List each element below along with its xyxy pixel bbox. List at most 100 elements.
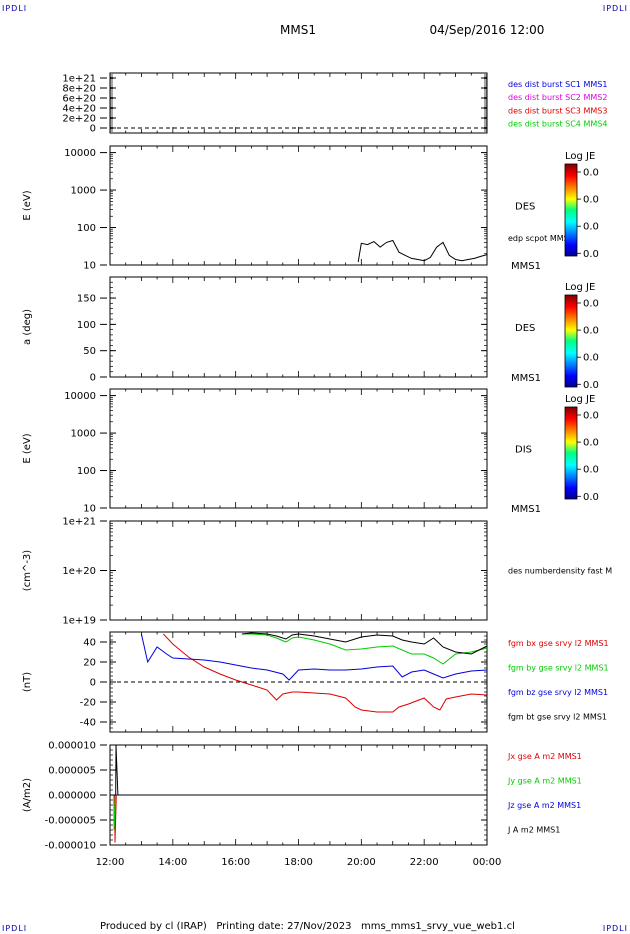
y-tick-label: 10: [83, 504, 96, 515]
y-axis-label: E (eV): [22, 433, 33, 463]
legend-entry: des dist burst SC1 MMS1: [508, 80, 607, 89]
legend-entry: Jx gse A m2 MMS1: [507, 752, 582, 761]
x-tick-label: 18:00: [284, 857, 313, 868]
panel-fgm: -40 -20 0 20 40 (nT) fgm bx gse srvy l2 MMS1 fg…: [22, 631, 609, 733]
legend-entry: fgm bx gse srvy l2 MMS1: [508, 639, 609, 648]
colorbar-scale: [564, 406, 578, 500]
series-line: [357, 239, 488, 263]
x-tick-label: 16:00: [221, 857, 250, 868]
legend-entry: des dist burst SC3 MMS3: [508, 106, 607, 115]
series-line: [110, 744, 487, 796]
colorbar-tick-label: 0.0: [583, 249, 599, 260]
y-tick-label: 0: [90, 124, 96, 135]
legend-entry: Jz gse A m2 MMS1: [507, 801, 581, 810]
panel-dis-energy: 10 100 1000 10000 E (eV) DIS MMS1: [22, 388, 541, 515]
y-tick-label: 1e+19: [62, 616, 96, 627]
colorbar-title: Log JE: [565, 151, 595, 162]
legend-entry: fgm bz gse srvy l2 MMS1: [508, 688, 608, 697]
colorbar-tick-label: 0.0: [583, 326, 599, 337]
legend-entry: edp scpot MMS1: [508, 234, 574, 243]
y-tick-label: 10: [83, 261, 96, 272]
y-axis-label: E (eV): [22, 190, 33, 220]
y-tick-label: 2e+20: [62, 114, 96, 125]
legend-entry: des dist burst SC2 MMS2: [508, 93, 607, 102]
colorbar: Log JE 0.0 0.0 0.0 0.0: [564, 282, 599, 391]
x-tick-label: 00:00: [473, 857, 502, 868]
y-tick-label: 40: [83, 638, 96, 649]
y-axis-label: (A/m2): [22, 778, 33, 812]
series-line: [241, 633, 488, 665]
colorbar: Log JE 0.0 0.0 0.0 0.0: [564, 394, 599, 503]
x-tick-label: 22:00: [410, 857, 439, 868]
y-tick-label: 10000: [64, 148, 96, 159]
y-tick-label: 1000: [71, 429, 96, 440]
y-tick-label: 0: [90, 678, 96, 689]
colorbar-title: Log JE: [565, 282, 595, 293]
legend-entry: fgm by gse srvy l2 MMS1: [508, 664, 609, 673]
colorbar: Log JE 0.0 0.0 0.0 0.0: [564, 151, 599, 260]
y-tick-label: 1e+21: [62, 74, 96, 85]
x-tick-label: 20:00: [347, 857, 376, 868]
y-tick-label: 100: [77, 223, 96, 234]
y-tick-label: 100: [77, 466, 96, 477]
colorbar-title: Log JE: [565, 394, 595, 405]
y-tick-label: -20: [80, 698, 96, 709]
panel-des-energy: 10 100 1000 10000 E (eV) edp scpot MMS1 DES MMS…: [22, 145, 574, 272]
colorbar-tick-label: 0.0: [583, 380, 599, 391]
y-tick-label: 0.000010: [48, 741, 96, 752]
colorbar-tick-label: 0.0: [583, 299, 599, 310]
footer-text: Produced by cl (IRAP) Printing date: 27/…: [100, 921, 515, 932]
y-tick-label: 100: [77, 320, 96, 331]
corner-tl: IPDLI: [2, 4, 28, 13]
colorbar-tick-label: 0.0: [583, 353, 599, 364]
colorbar-scale: [564, 163, 578, 257]
instrument-label: DES: [515, 323, 535, 334]
y-tick-label: -0.000005: [45, 816, 96, 827]
y-tick-label: -40: [80, 718, 96, 729]
spacecraft-label: MMS1: [511, 261, 541, 272]
y-tick-label: 6e+20: [62, 94, 96, 105]
panel-des-pitch: 0 50 100 150 a (deg) DES MMS1: [22, 276, 541, 384]
header-spacecraft: MMS1: [280, 23, 316, 37]
colorbar-tick-label: 0.0: [583, 222, 599, 233]
y-axis-label: (cm^-3): [22, 550, 33, 591]
corner-br: IPDLI: [602, 924, 628, 933]
series-line: [241, 632, 488, 655]
series-line: [110, 794, 487, 831]
y-tick-label: 1e+20: [62, 566, 96, 577]
y-tick-label: 50: [83, 346, 96, 357]
colorbar-tick-label: 0.0: [583, 438, 599, 449]
series-line: [140, 633, 488, 681]
corner-tr: IPDLI: [602, 4, 628, 13]
y-axis-label: a (deg): [22, 309, 33, 345]
y-tick-label: 1000: [71, 186, 96, 197]
y-axis-label: (nT): [22, 672, 33, 692]
y-tick-label: 0.000005: [48, 766, 96, 777]
instrument-label: DIS: [515, 445, 532, 456]
panel-density: 1e+19 1e+20 1e+21 (cm^-3) des numberdensity …: [22, 517, 612, 627]
panel-frame: [109, 520, 488, 621]
y-tick-label: 1e+21: [62, 517, 96, 528]
colorbar-tick-label: 0.0: [583, 411, 599, 422]
y-tick-label: 0.000000: [48, 791, 96, 802]
x-tick-label: 14:00: [158, 857, 187, 868]
panel-frame: [109, 72, 488, 134]
legend-entry: des numberdensity fast M: [508, 567, 612, 576]
panel-frame: [109, 388, 488, 509]
legend-entry: J A m2 MMS1: [507, 826, 560, 835]
header-datetime: 04/Sep/2016 12:00: [430, 23, 545, 37]
spacecraft-label: MMS1: [511, 504, 541, 515]
colorbar-tick-label: 0.0: [583, 168, 599, 179]
series-line: [163, 633, 488, 713]
y-tick-label: 8e+20: [62, 84, 96, 95]
y-tick-label: 150: [77, 294, 96, 305]
legend-entry: fgm bt gse srvy l2 MMS1: [508, 713, 607, 722]
colorbar-tick-label: 0.0: [583, 465, 599, 476]
corner-bl: IPDLI: [2, 924, 28, 933]
legend-entry: des dist burst SC4 MMS4: [508, 119, 607, 128]
spacecraft-label: MMS1: [511, 373, 541, 384]
x-tick-label: 12:00: [96, 857, 125, 868]
series-line: [110, 794, 487, 843]
